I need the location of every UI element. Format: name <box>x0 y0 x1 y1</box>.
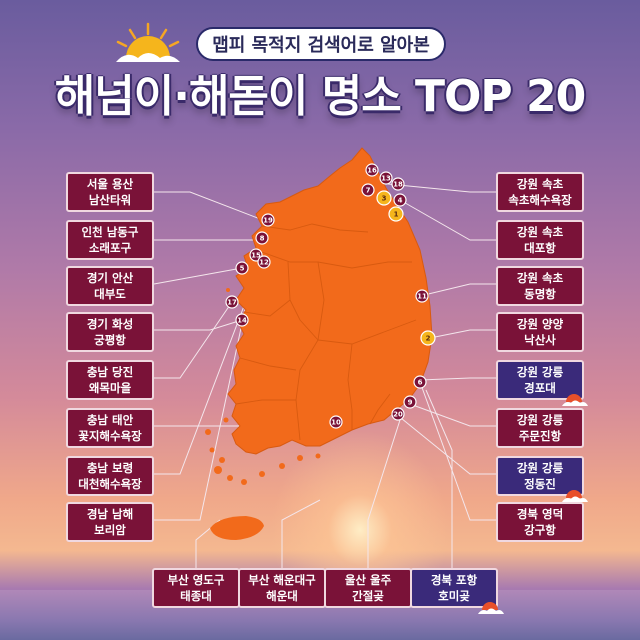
label-dangjin-waemok: 충남 당진 왜목마을 <box>66 360 154 400</box>
svg-text:9: 9 <box>408 399 413 407</box>
sunrise-cloud-icon <box>562 490 588 502</box>
pin-16: 16 <box>365 163 379 177</box>
svg-text:20: 20 <box>393 411 403 419</box>
svg-text:7: 7 <box>366 187 371 195</box>
sun-icon <box>116 22 180 62</box>
label-busan-taejongdae: 부산 영도구 태종대 <box>152 568 240 608</box>
page-title: 해넘이·해돋이 명소 TOP 20 <box>54 71 586 122</box>
pin-14: 14 <box>235 313 249 327</box>
label-namhae-boriam: 경남 남해 보리암 <box>66 502 154 542</box>
label-yangyang-naksan: 강원 양양 낙산사 <box>496 312 584 352</box>
svg-text:6: 6 <box>418 379 423 387</box>
jeju-island <box>210 516 264 540</box>
svg-text:17: 17 <box>227 299 237 307</box>
pin-13: 13 <box>379 171 393 185</box>
label-seoul-namsan: 서울 용산 남산타워 <box>66 172 154 212</box>
svg-text:12: 12 <box>259 259 269 267</box>
pin-18: 18 <box>391 177 405 191</box>
pin-4: 4 <box>393 193 407 207</box>
label-sokcho-dongmyeong: 강원 속초 동명항 <box>496 266 584 306</box>
svg-text:3: 3 <box>382 195 387 203</box>
mainland-shape <box>227 147 433 455</box>
label-gangneung-jeongdongjin: 강원 강릉 정동진 <box>496 456 584 496</box>
svg-text:15: 15 <box>251 252 261 260</box>
pin-3: 3 <box>376 190 392 206</box>
svg-text:5: 5 <box>240 265 245 273</box>
label-pohang-homigot: 경북 포항 호미곶 <box>410 568 498 608</box>
sunrise-cloud-icon <box>478 602 504 614</box>
svg-text:11: 11 <box>417 293 427 301</box>
pin-9: 9 <box>403 395 417 409</box>
pin-19: 19 <box>261 213 275 227</box>
pin-20: 20 <box>391 407 405 421</box>
pin-6: 6 <box>413 375 427 389</box>
map-pins: 19 8 15 12 5 17 14 10 16 13 18 7 4 3 1 1… <box>225 163 436 429</box>
pin-8: 8 <box>255 231 269 245</box>
province-borders <box>235 223 417 441</box>
subtitle-text: 맵피 목적지 검색어로 알아본 <box>212 35 430 56</box>
svg-text:14: 14 <box>237 317 247 325</box>
svg-text:16: 16 <box>367 167 377 175</box>
label-boryeong-daecheon: 충남 보령 대천해수욕장 <box>66 456 154 496</box>
sunrise-cloud-icon <box>562 394 588 406</box>
pin-7: 7 <box>361 183 375 197</box>
svg-text:19: 19 <box>263 217 273 225</box>
pin-17: 17 <box>225 295 239 309</box>
pin-1: 1 <box>388 206 404 222</box>
label-ansan-daebudo: 경기 안산 대부도 <box>66 266 154 306</box>
label-sokcho-beach: 강원 속초 속초해수욕장 <box>496 172 584 212</box>
svg-text:10: 10 <box>331 419 341 427</box>
label-incheon-soraepogu: 인천 남동구 소래포구 <box>66 220 154 260</box>
svg-text:18: 18 <box>393 181 403 189</box>
label-taean-kkotji: 충남 태안 꽃지해수욕장 <box>66 408 154 448</box>
pin-10: 10 <box>329 415 343 429</box>
label-busan-haeundae: 부산 해운대구 해운대 <box>238 568 326 608</box>
svg-text:8: 8 <box>260 235 265 243</box>
label-gangneung-jumunjin: 강원 강릉 주문진항 <box>496 408 584 448</box>
svg-text:1: 1 <box>394 211 399 219</box>
pin-5: 5 <box>235 261 249 275</box>
label-sokcho-daepo: 강원 속초 대포항 <box>496 220 584 260</box>
label-hwaseong-gungpyeong: 경기 화성 궁평항 <box>66 312 154 352</box>
label-yeongdeok-ganggu: 경북 영덕 강구항 <box>496 502 584 542</box>
svg-text:2: 2 <box>426 335 431 343</box>
svg-text:4: 4 <box>398 197 403 205</box>
subtitle-pill: 맵피 목적지 검색어로 알아본 <box>196 27 446 61</box>
pin-12: 12 <box>257 255 271 269</box>
pin-2: 2 <box>420 330 436 346</box>
svg-text:13: 13 <box>381 175 391 183</box>
label-ulsan-ganjeolgot: 울산 울주 간절곶 <box>324 568 412 608</box>
label-gangneung-gyeongpo: 강원 강릉 경포대 <box>496 360 584 400</box>
pin-11: 11 <box>415 289 429 303</box>
